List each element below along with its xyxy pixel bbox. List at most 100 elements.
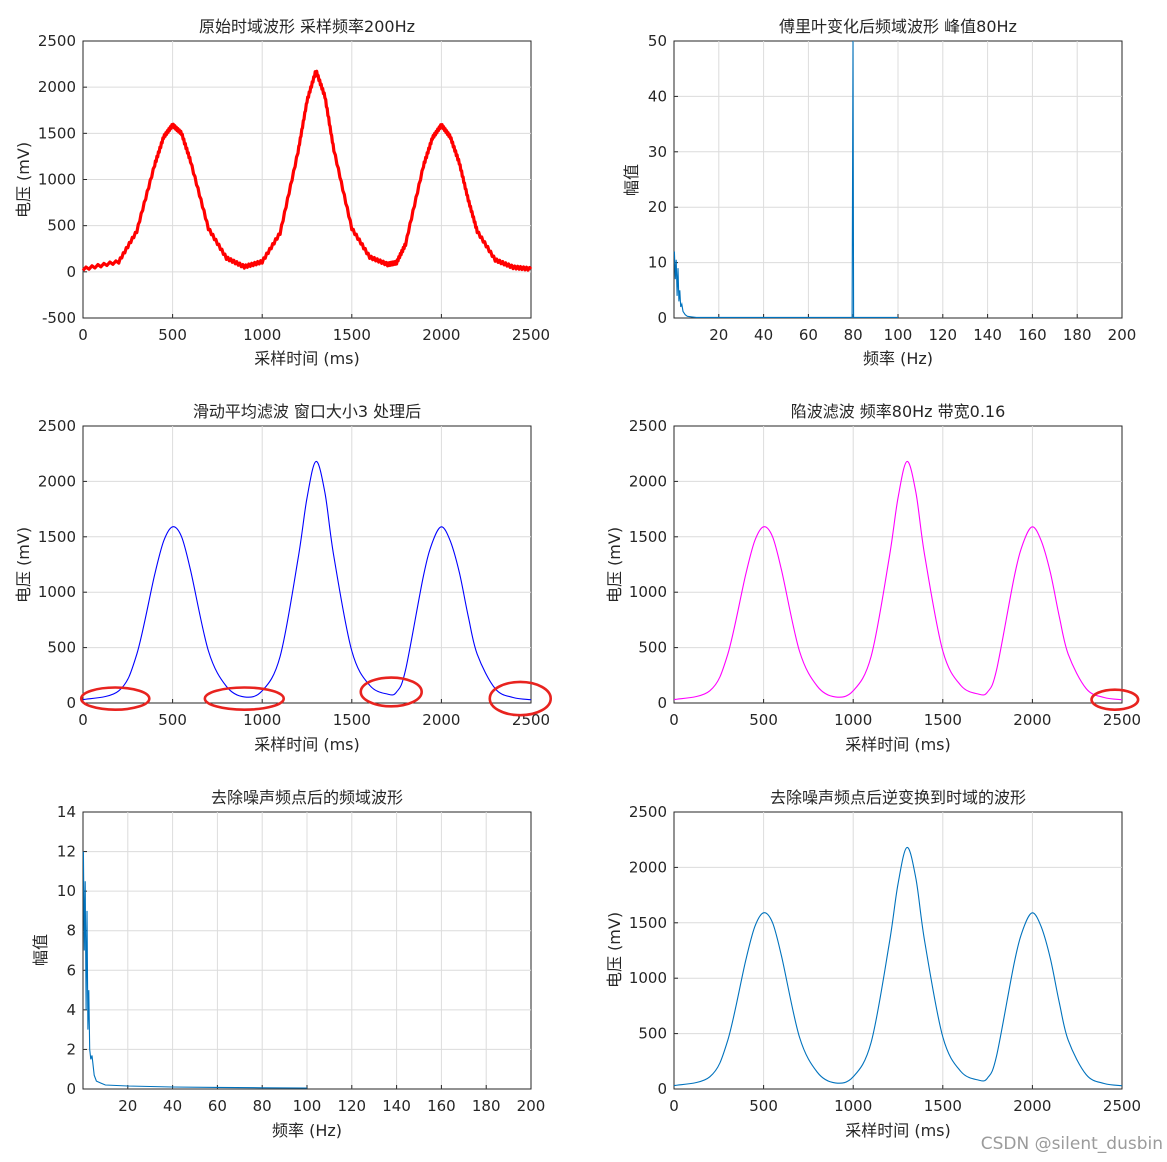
series-line — [673, 40, 898, 318]
y-tick-label: 8 — [66, 922, 76, 940]
x-tick-label: 100 — [884, 326, 913, 344]
y-tick-label: 500 — [47, 217, 76, 235]
x-tick-label: 120 — [337, 1097, 366, 1115]
y-tick-label: -500 — [42, 309, 76, 327]
x-tick-label: 200 — [1108, 326, 1137, 344]
plot-layer — [673, 40, 1123, 319]
chart-notch-filter: 陷波滤波 频率80Hz 带宽0.16 采样时间 (ms) 电压 (mV) 0 50… — [605, 402, 1141, 754]
x-tick-label: 120 — [928, 326, 957, 344]
chart-title: 傅里叶变化后频域波形 峰值80Hz — [779, 17, 1017, 36]
x-axis-label: 频率 (Hz) — [272, 1121, 342, 1140]
x-tick-label: 40 — [754, 326, 773, 344]
y-tick-label: 2500 — [629, 803, 667, 821]
chart-title: 去除噪声频点后的频域波形 — [211, 788, 403, 807]
y-tick-label: 20 — [648, 198, 667, 216]
x-tick-label: 60 — [208, 1097, 227, 1115]
x-tick-label: 20 — [118, 1097, 137, 1115]
annotation-ellipse — [203, 686, 286, 711]
y-tick-label: 14 — [57, 803, 76, 821]
x-tick-label: 180 — [472, 1097, 501, 1115]
plot-area — [82, 425, 532, 704]
y-tick-label: 40 — [648, 87, 667, 105]
series-line — [82, 851, 308, 1089]
annotation-ellipse — [79, 686, 151, 711]
chart-title: 原始时域波形 采样频率200Hz — [199, 17, 415, 36]
y-tick-label: 500 — [638, 639, 667, 657]
y-tick-label: 1000 — [629, 969, 667, 987]
y-tick-label: 30 — [648, 143, 667, 161]
x-axis-label: 采样时间 (ms) — [254, 735, 360, 754]
x-tick-label: 1000 — [834, 711, 872, 729]
y-tick-label: 1000 — [38, 583, 76, 601]
y-tick-label: 0 — [657, 309, 667, 327]
x-tick-label: 0 — [669, 1097, 679, 1115]
x-tick-label: 180 — [1063, 326, 1092, 344]
x-axis-label: 采样时间 (ms) — [845, 735, 951, 754]
y-tick-label: 0 — [66, 694, 76, 712]
x-tick-label: 1500 — [333, 711, 371, 729]
y-tick-label: 2500 — [38, 32, 76, 50]
x-tick-label: 1500 — [924, 1097, 962, 1115]
y-tick-label: 1000 — [38, 171, 76, 189]
x-tick-label: 500 — [749, 711, 778, 729]
x-axis-label: 采样时间 (ms) — [254, 349, 360, 368]
x-tick-label: 2000 — [1013, 711, 1051, 729]
x-tick-label: 160 — [427, 1097, 456, 1115]
x-tick-label: 40 — [163, 1097, 182, 1115]
chart-fft-spectrum: 傅里叶变化后频域波形 峰值80Hz 频率 (Hz) 幅值 20 40 60 80 100… — [622, 17, 1136, 368]
y-tick-label: 4 — [66, 1001, 76, 1019]
y-axis-label: 电压 (mV) — [14, 142, 33, 218]
y-axis-label: 电压 (mV) — [605, 912, 624, 988]
x-tick-label: 2000 — [422, 711, 460, 729]
x-tick-label: 80 — [253, 1097, 272, 1115]
y-tick-label: 2000 — [38, 78, 76, 96]
x-tick-label: 1000 — [834, 1097, 872, 1115]
series-line — [673, 460, 1123, 701]
x-tick-label: 1500 — [924, 711, 962, 729]
chart-title: 滑动平均滤波 窗口大小3 处理后 — [193, 402, 421, 421]
y-axis-label: 电压 (mV) — [14, 527, 33, 603]
plot-layer — [81, 40, 533, 319]
y-tick-label: 2000 — [629, 472, 667, 490]
x-tick-label: 2000 — [422, 326, 460, 344]
chart-title: 去除噪声频点后逆变换到时域的波形 — [770, 788, 1026, 807]
x-tick-label: 200 — [517, 1097, 546, 1115]
x-tick-label: 500 — [158, 711, 187, 729]
y-tick-label: 0 — [657, 694, 667, 712]
watermark-text: CSDN @silent_dusbin — [981, 1134, 1163, 1154]
annotation-ellipse — [488, 680, 553, 717]
x-tick-label: 0 — [78, 711, 88, 729]
y-tick-label: 2000 — [629, 858, 667, 876]
x-tick-label: 500 — [158, 326, 187, 344]
plot-layer — [673, 811, 1123, 1090]
x-tick-label: 100 — [293, 1097, 322, 1115]
x-tick-label: 1000 — [243, 711, 281, 729]
chart-title: 陷波滤波 频率80Hz 带宽0.16 — [791, 402, 1006, 421]
x-tick-label: 140 — [973, 326, 1002, 344]
y-tick-label: 2000 — [38, 472, 76, 490]
y-tick-label: 0 — [657, 1080, 667, 1098]
y-tick-label: 1500 — [629, 914, 667, 932]
x-tick-label: 2000 — [1013, 1097, 1051, 1115]
plot-layer — [82, 425, 532, 704]
x-tick-label: 2500 — [512, 326, 550, 344]
x-tick-label: 20 — [709, 326, 728, 344]
x-tick-label: 2500 — [1103, 1097, 1141, 1115]
y-tick-label: 500 — [638, 1025, 667, 1043]
x-tick-label: 500 — [749, 1097, 778, 1115]
plot-layer — [82, 811, 532, 1090]
annotation-ellipse — [359, 676, 423, 708]
series-line — [81, 69, 533, 272]
x-tick-label: 1500 — [333, 326, 371, 344]
y-tick-label: 0 — [66, 1080, 76, 1098]
series-line — [82, 460, 532, 701]
x-tick-label: 140 — [382, 1097, 411, 1115]
plot-area — [673, 425, 1123, 704]
y-tick-label: 50 — [648, 32, 667, 50]
y-axis-label: 幅值 — [622, 164, 641, 196]
y-tick-label: 6 — [66, 961, 76, 979]
x-tick-label: 60 — [799, 326, 818, 344]
series-line — [673, 846, 1123, 1087]
chart-grid-original-waveform: 原始时域波形 采样频率200Hz 采样时间 (ms) 电压 (mV) 0 500 1… — [14, 17, 550, 368]
x-tick-label: 0 — [78, 326, 88, 344]
